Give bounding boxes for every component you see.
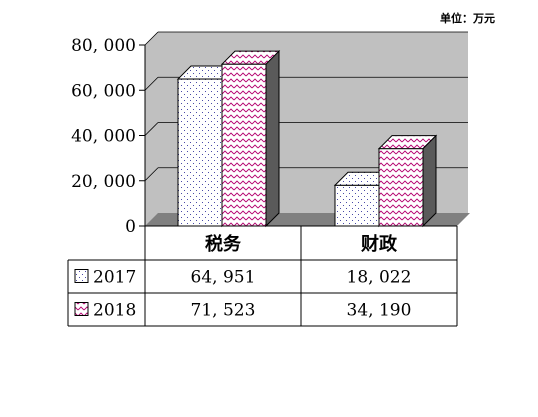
bar-front bbox=[221, 63, 267, 227]
y-tick-label: 20, 000 bbox=[71, 172, 136, 192]
bar-side bbox=[422, 134, 437, 228]
category-label: 税务 bbox=[205, 233, 242, 255]
y-tick-label: 80, 000 bbox=[71, 36, 136, 56]
data-label: 34, 190 bbox=[347, 301, 412, 321]
category-label: 财政 bbox=[361, 233, 398, 255]
data-label: 18, 022 bbox=[347, 268, 412, 288]
bars bbox=[176, 49, 438, 228]
data-label: 64, 951 bbox=[191, 268, 256, 288]
bar-front bbox=[378, 148, 424, 227]
gridline-depth bbox=[144, 76, 159, 91]
legend-label: 2017 bbox=[93, 268, 136, 288]
gridline-depth bbox=[144, 167, 159, 182]
bar-side bbox=[265, 49, 280, 228]
unit-label: 单位：万元 bbox=[440, 12, 495, 25]
bar-2018-1 bbox=[377, 134, 438, 228]
bar-2018-0 bbox=[220, 49, 281, 228]
y-axis: 0 20, 000 40, 000 60, 000 80, 000 bbox=[71, 36, 146, 237]
bar-front bbox=[334, 184, 380, 227]
data-label: 71, 523 bbox=[191, 301, 256, 321]
legend-label: 2018 bbox=[93, 301, 136, 321]
y-tick-label: 0 bbox=[125, 217, 136, 237]
bar-front bbox=[177, 78, 223, 227]
legend-swatch bbox=[74, 302, 89, 316]
y-tick-label: 40, 000 bbox=[71, 127, 136, 147]
legend-swatch bbox=[74, 269, 89, 283]
gridline-depth bbox=[144, 31, 159, 46]
y-tick-label: 60, 000 bbox=[71, 81, 136, 101]
data-table: 税务 财政 2017 64, 951 18, 022 2018 71, 523 34, 190 bbox=[67, 225, 458, 327]
gridline-depth bbox=[144, 122, 159, 136]
